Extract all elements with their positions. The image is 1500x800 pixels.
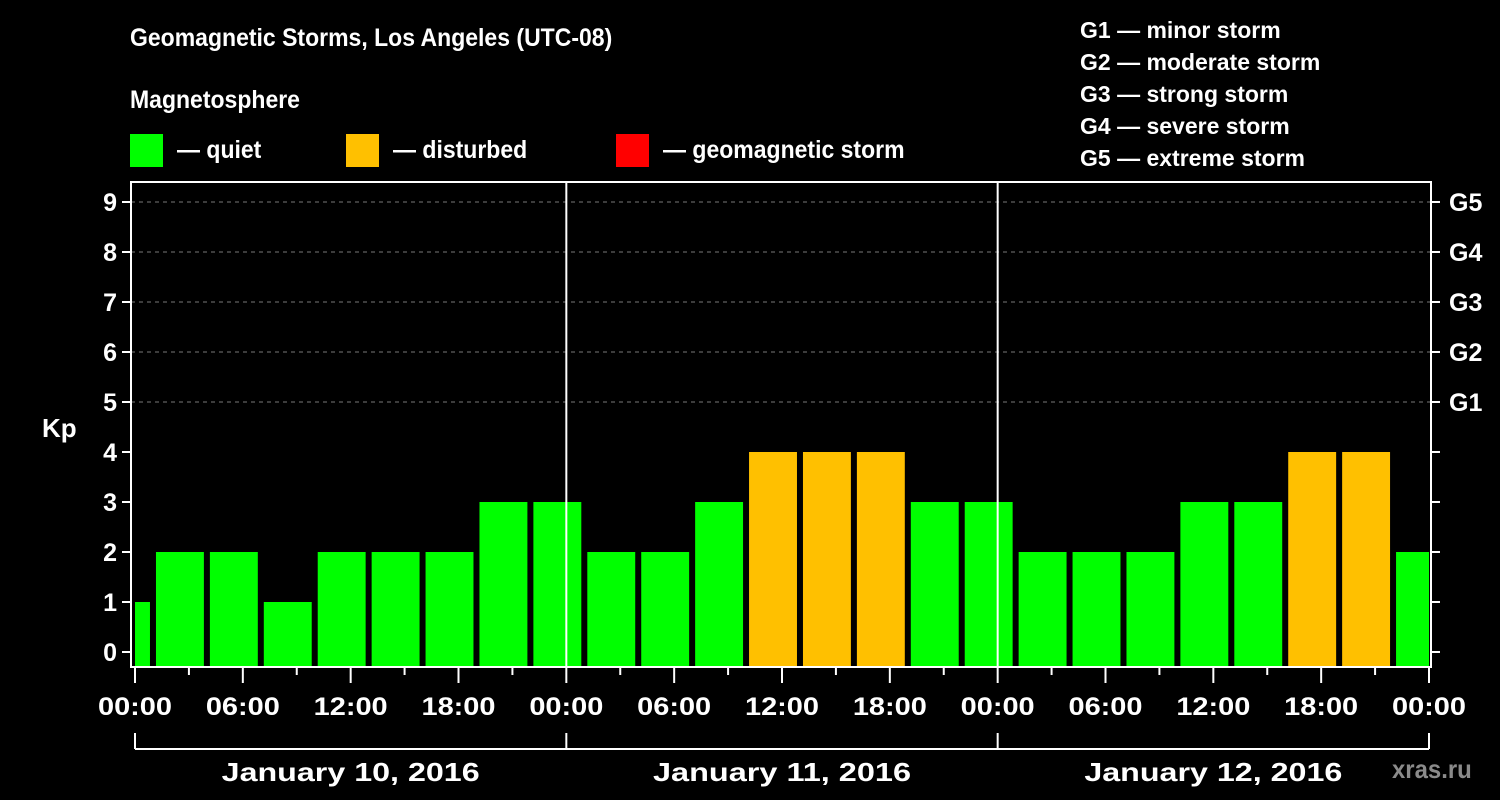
y-tick-label: 3 (103, 489, 117, 517)
y-axis-label: Kp (42, 413, 77, 443)
legend-item-disturbed: — disturbed (346, 134, 539, 167)
x-tick-label: 06:00 (206, 693, 280, 721)
legend-label: — quiet (177, 136, 262, 164)
x-tick-label: 00:00 (1392, 693, 1466, 721)
kp-bar (802, 452, 851, 666)
g-level-label: G5 (1449, 189, 1482, 217)
bars (135, 452, 1429, 666)
gridlines (131, 201, 1431, 403)
kp-bar (1072, 552, 1121, 666)
kp-bar (1018, 552, 1067, 666)
y-tick-label: 6 (103, 339, 117, 367)
kp-bar (135, 602, 150, 666)
kp-bar (587, 552, 636, 666)
legend-item-storm: — geomagnetic storm (616, 134, 926, 167)
kp-bar (1396, 552, 1429, 666)
g-scale-item: G4 — severe storm (1080, 113, 1290, 139)
g-scale-item: G2 — moderate storm (1080, 49, 1321, 75)
y-tick-label: 1 (103, 589, 117, 617)
date-label: January 10, 2016 (222, 757, 480, 787)
kp-bar (641, 552, 690, 666)
y-tick-label: 4 (103, 439, 117, 467)
y-tick-label: 0 (103, 639, 117, 667)
kp-bar (1234, 502, 1283, 666)
x-tick-label: 00:00 (98, 693, 172, 721)
axes (122, 181, 1440, 750)
chart-subtitle: Magnetosphere (130, 86, 300, 114)
x-tick-label: 06:00 (637, 693, 711, 721)
legend-label: — geomagnetic storm (663, 136, 905, 164)
x-tick-label: 00:00 (961, 693, 1035, 721)
y-tick-label: 2 (103, 539, 117, 567)
kp-bar (1180, 502, 1229, 666)
legend-label: — disturbed (393, 136, 528, 164)
x-tick-label: 18:00 (853, 693, 927, 721)
kp-bar (371, 552, 420, 666)
y-tick-label: 9 (103, 189, 117, 217)
kp-bar (533, 502, 582, 666)
date-label: January 12, 2016 (1084, 757, 1342, 787)
y-tick-label: 5 (103, 389, 117, 417)
kp-bar (856, 452, 905, 666)
x-tick-label: 18:00 (1284, 693, 1358, 721)
date-label: January 11, 2016 (653, 757, 911, 787)
x-tick-label: 06:00 (1069, 693, 1143, 721)
x-tick-label: 18:00 (422, 693, 496, 721)
kp-bar (425, 552, 474, 666)
chart-title: Geomagnetic Storms, Los Angeles (UTC-08) (130, 24, 613, 52)
disturbed-swatch (346, 134, 379, 167)
g-level-label: G2 (1449, 339, 1482, 367)
y-tick-label: 8 (103, 239, 117, 267)
quiet-swatch (130, 134, 163, 167)
kp-bar (155, 552, 204, 666)
g-level-label: G3 (1449, 289, 1482, 317)
storm-swatch (616, 134, 649, 167)
legend-item-quiet: — quiet (130, 134, 269, 167)
kp-bar (263, 602, 312, 666)
kp-bar (695, 502, 744, 666)
g-scale-item: G5 — extreme storm (1080, 145, 1305, 171)
g-scale-legend: G1 — minor storm G2 — moderate storm G3 … (1080, 14, 1320, 174)
g-scale-item: G3 — strong storm (1080, 81, 1289, 107)
kp-bar (1126, 552, 1175, 666)
kp-bar (317, 552, 366, 666)
kp-bar (1342, 452, 1391, 666)
g-scale-item: G1 — minor storm (1080, 17, 1281, 43)
axis-labels: 0 1 2 3 4 5 6 7 8 9 G1 G2 G3 G4 G5 00:00 06:00 12:00 18:00… (98, 189, 1482, 787)
g-level-label: G4 (1449, 239, 1482, 267)
x-tick-label: 00:00 (529, 693, 603, 721)
watermark: xras.ru (1392, 754, 1472, 784)
g-level-label: G1 (1449, 389, 1482, 417)
x-tick-label: 12:00 (314, 693, 388, 721)
x-tick-label: 12:00 (1176, 693, 1250, 721)
y-tick-label: 7 (103, 289, 117, 317)
kp-bar (964, 502, 1013, 666)
x-tick-label: 12:00 (745, 693, 819, 721)
kp-bar (749, 452, 797, 666)
kp-bar (1288, 452, 1337, 666)
kp-bar (910, 502, 959, 666)
kp-bar (209, 552, 258, 666)
kp-bar (479, 502, 528, 666)
